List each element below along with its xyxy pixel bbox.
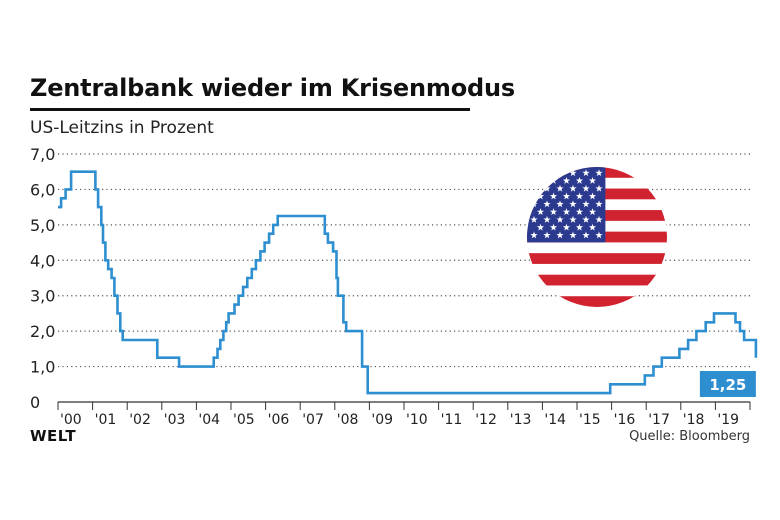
end-value-badge: 1,25 <box>699 371 756 397</box>
chart-title: Zentralbank wieder im Krisenmodus <box>30 74 515 102</box>
x-tick-label: '01 <box>95 412 117 428</box>
x-tick-label: '16 <box>614 412 636 428</box>
x-axis-ticks: '00 '01 '02 '03 '04 '05 '06 '07 '08 '09 '10 '11 '12 '… <box>57 402 751 428</box>
y-tick-label: 0 <box>30 393 40 412</box>
flag-stripes <box>527 167 667 307</box>
y-tick-label: 4,0 <box>30 251 55 270</box>
chart-subtitle: US-Leitzins in Prozent <box>30 118 214 138</box>
x-tick-label: '00 <box>60 412 82 428</box>
x-tick-label: '07 <box>302 412 324 428</box>
x-tick-label: '14 <box>544 412 566 428</box>
x-tick-label: '13 <box>510 412 532 428</box>
y-tick-label: 2,0 <box>30 322 55 341</box>
x-tick-label: '19 <box>717 412 739 428</box>
source-note: Quelle: Bloomberg <box>629 429 750 444</box>
publisher-logo: WELT <box>30 427 77 445</box>
x-tick-label: '04 <box>198 412 220 428</box>
x-tick-label: '12 <box>475 412 497 428</box>
y-axis-ticks: 0 1,0 2,0 3,0 4,0 5,0 6,0 7,0 <box>30 145 55 412</box>
x-tick-label: '08 <box>337 412 359 428</box>
series-layer <box>58 170 758 395</box>
y-tick-label: 3,0 <box>30 287 55 306</box>
us-flag-icon <box>527 167 667 307</box>
x-tick-label: '15 <box>579 412 601 428</box>
x-tick-label: '05 <box>233 412 255 428</box>
end-value-badge-box <box>699 371 756 397</box>
y-tick-label: 7,0 <box>30 145 55 164</box>
end-value-label: 1,25 <box>709 376 746 394</box>
y-tick-label: 5,0 <box>30 216 55 235</box>
x-tick-label: '17 <box>648 412 670 428</box>
y-tick-label: 6,0 <box>30 180 55 199</box>
x-tick-label: '18 <box>683 412 705 428</box>
x-tick-label: '09 <box>371 412 393 428</box>
title-underline <box>30 108 470 111</box>
x-tick-label: '11 <box>441 412 463 428</box>
x-tick-label: '03 <box>164 412 186 428</box>
x-tick-label: '02 <box>129 412 151 428</box>
x-tick-label: '06 <box>268 412 290 428</box>
x-tick-label: '10 <box>406 412 428 428</box>
series-line-leitzins <box>58 170 758 395</box>
y-tick-label: 1,0 <box>30 358 55 377</box>
